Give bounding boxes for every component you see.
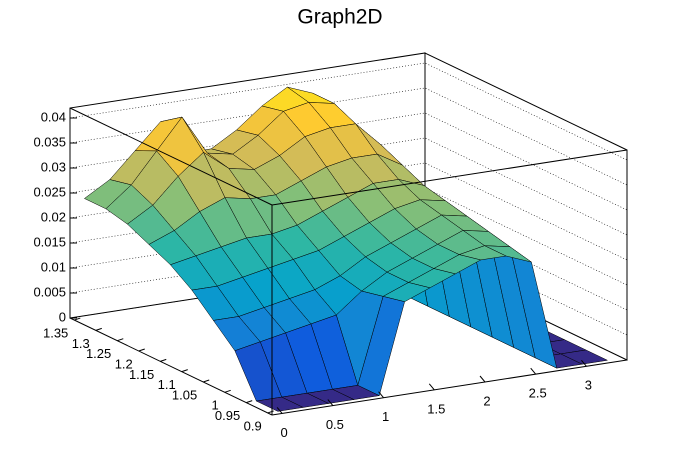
y-tick-label: 1.1 — [158, 377, 176, 392]
x-tick-label: 3 — [585, 378, 592, 393]
z-tick-label: 0.025 — [33, 184, 66, 199]
x-tick — [378, 391, 384, 399]
z-tick-label: 0.005 — [33, 284, 66, 299]
x-tick-label: 1 — [382, 409, 389, 424]
z-tick-label: 0.015 — [33, 234, 66, 249]
y-tick-label: 0.9 — [244, 418, 262, 433]
z-tick-label: 0.04 — [41, 109, 66, 124]
x-tick-label: 1.5 — [427, 401, 445, 416]
x-tick — [479, 375, 486, 383]
surface-cell — [255, 396, 305, 412]
x-tick-label: 0 — [281, 425, 288, 440]
y-tick — [160, 358, 167, 362]
y-tick-label: 1.35 — [43, 326, 68, 341]
x-tick-label: 2 — [483, 393, 490, 408]
y-tick — [138, 348, 145, 352]
y-axis — [69, 317, 273, 416]
chart-title: Graph2D — [297, 6, 382, 29]
x-tick — [428, 383, 435, 391]
x-tick — [530, 367, 537, 375]
x-tick — [581, 359, 587, 367]
y-tick — [74, 317, 81, 321]
y-tick — [203, 379, 210, 383]
z-tick-label: 0.03 — [41, 159, 66, 174]
y-tick-label: 1.2 — [115, 356, 133, 371]
y-tick — [224, 389, 231, 393]
y-tick-label: 1.3 — [72, 336, 90, 351]
y-tick-label: 1.05 — [172, 387, 197, 402]
y-tick — [117, 338, 124, 342]
y-tick-label: 1 — [211, 398, 218, 413]
y-tick — [95, 327, 102, 331]
y-tick — [267, 410, 274, 414]
x-axis — [271, 359, 628, 416]
z-tick-label: 0 — [59, 309, 66, 324]
z-tick-label: 0.02 — [41, 209, 66, 224]
y-tick — [181, 369, 188, 373]
box-edge — [271, 149, 628, 206]
x-tick-label: 2.5 — [529, 386, 547, 401]
y-tick-label: 1.15 — [129, 367, 154, 382]
box-edge — [69, 107, 273, 206]
y-tick-label: 1.25 — [86, 346, 111, 361]
x-tick — [327, 399, 334, 406]
x-tick — [276, 407, 283, 414]
x-tick-label: 0.5 — [326, 417, 344, 432]
z-tick-label: 0.01 — [41, 259, 66, 274]
y-tick — [246, 400, 253, 404]
y-tick-label: 0.95 — [215, 408, 240, 423]
z-tick-label: 0.035 — [33, 134, 66, 149]
